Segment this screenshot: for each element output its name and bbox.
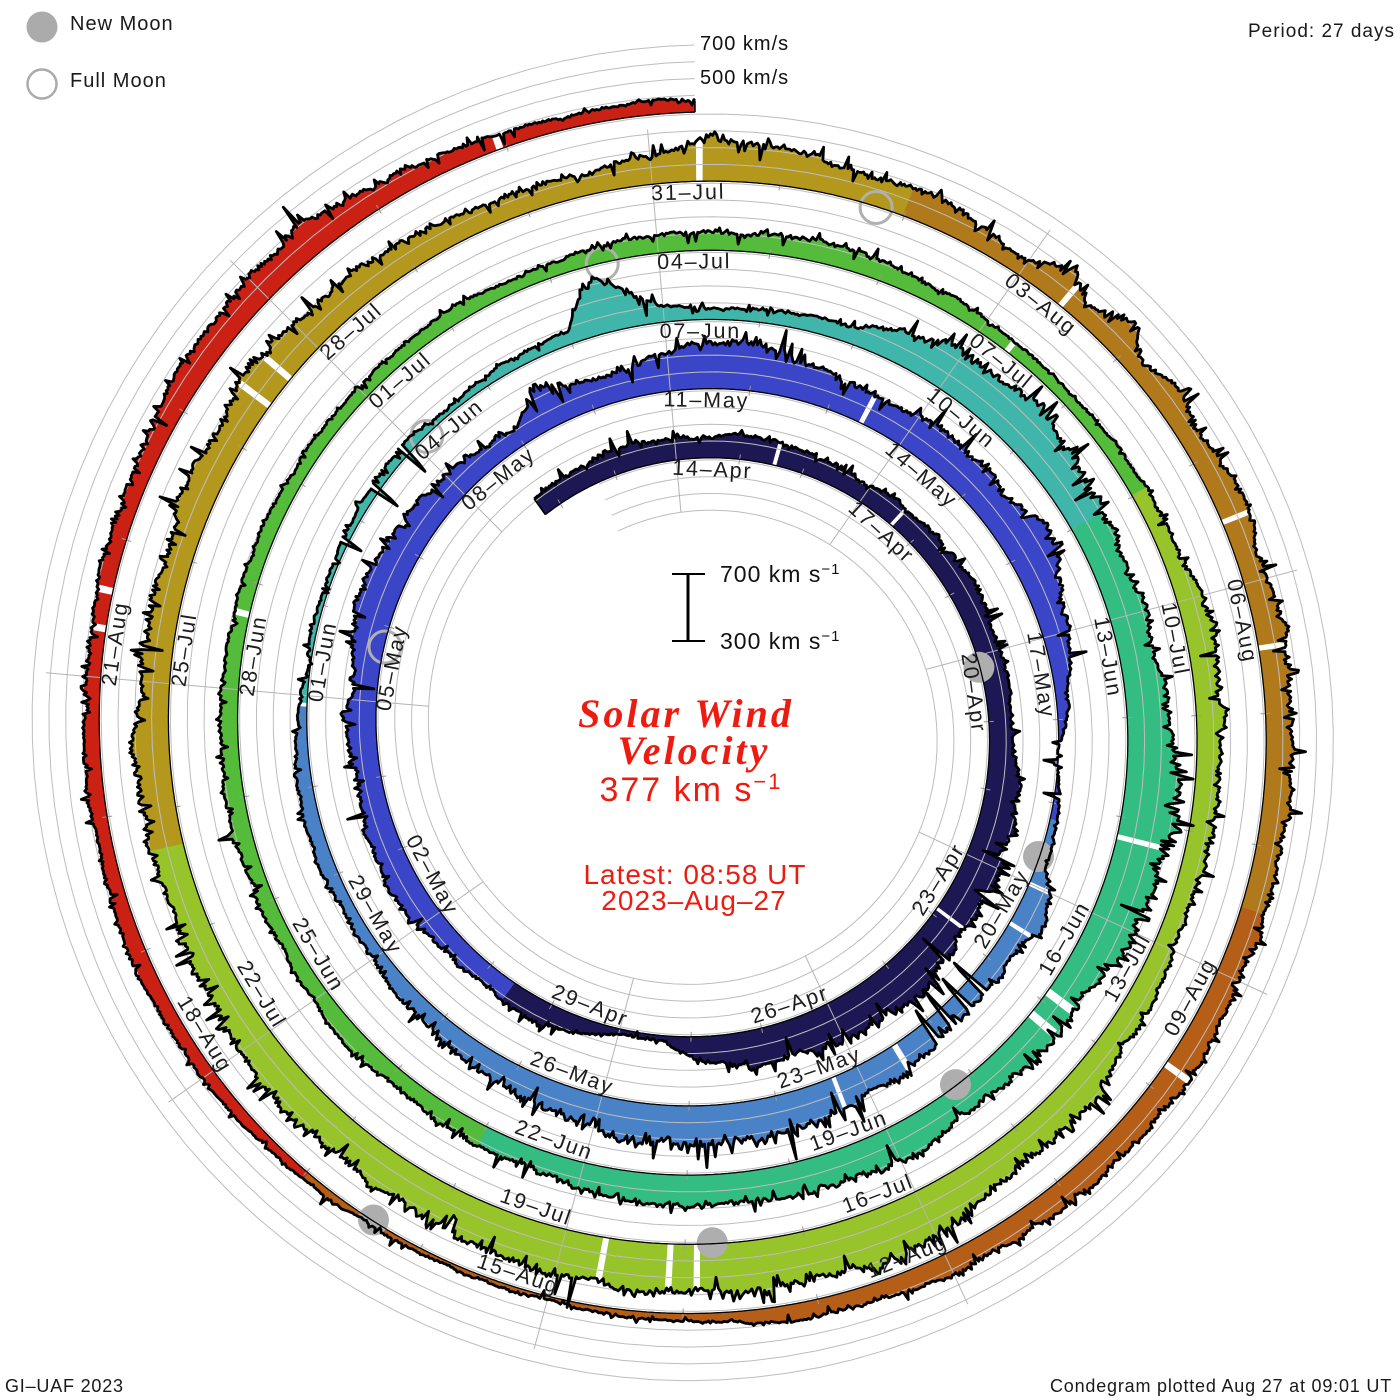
svg-text:Solar Wind: Solar Wind [578,691,794,736]
svg-text:700 km s−1: 700 km s−1 [720,561,840,587]
svg-text:11–May: 11–May [663,387,749,413]
svg-text:300 km s−1: 300 km s−1 [720,628,840,654]
svg-text:500 km/s: 500 km/s [700,67,789,89]
svg-text:Latest: 08:58 UT: Latest: 08:58 UT [583,859,806,890]
svg-text:Velocity: Velocity [618,728,771,773]
svg-text:Condegram plotted Aug 27 at 09: Condegram plotted Aug 27 at 09:01 UT [1050,1376,1392,1396]
svg-text:Period: 27 days: Period: 27 days [1248,21,1395,42]
svg-text:700 km/s: 700 km/s [700,33,789,55]
svg-text:31–Jul: 31–Jul [651,180,726,206]
svg-text:2023–Aug–27: 2023–Aug–27 [601,885,786,916]
svg-text:07–Jun: 07–Jun [660,319,741,343]
svg-text:04–Jul: 04–Jul [657,249,731,274]
svg-text:New Moon: New Moon [70,13,174,35]
svg-text:Full Moon: Full Moon [70,70,167,92]
svg-text:GI–UAF 2023: GI–UAF 2023 [5,1376,124,1396]
svg-text:14–Apr: 14–Apr [672,456,753,484]
svg-text:377 km s−1: 377 km s−1 [599,769,782,809]
